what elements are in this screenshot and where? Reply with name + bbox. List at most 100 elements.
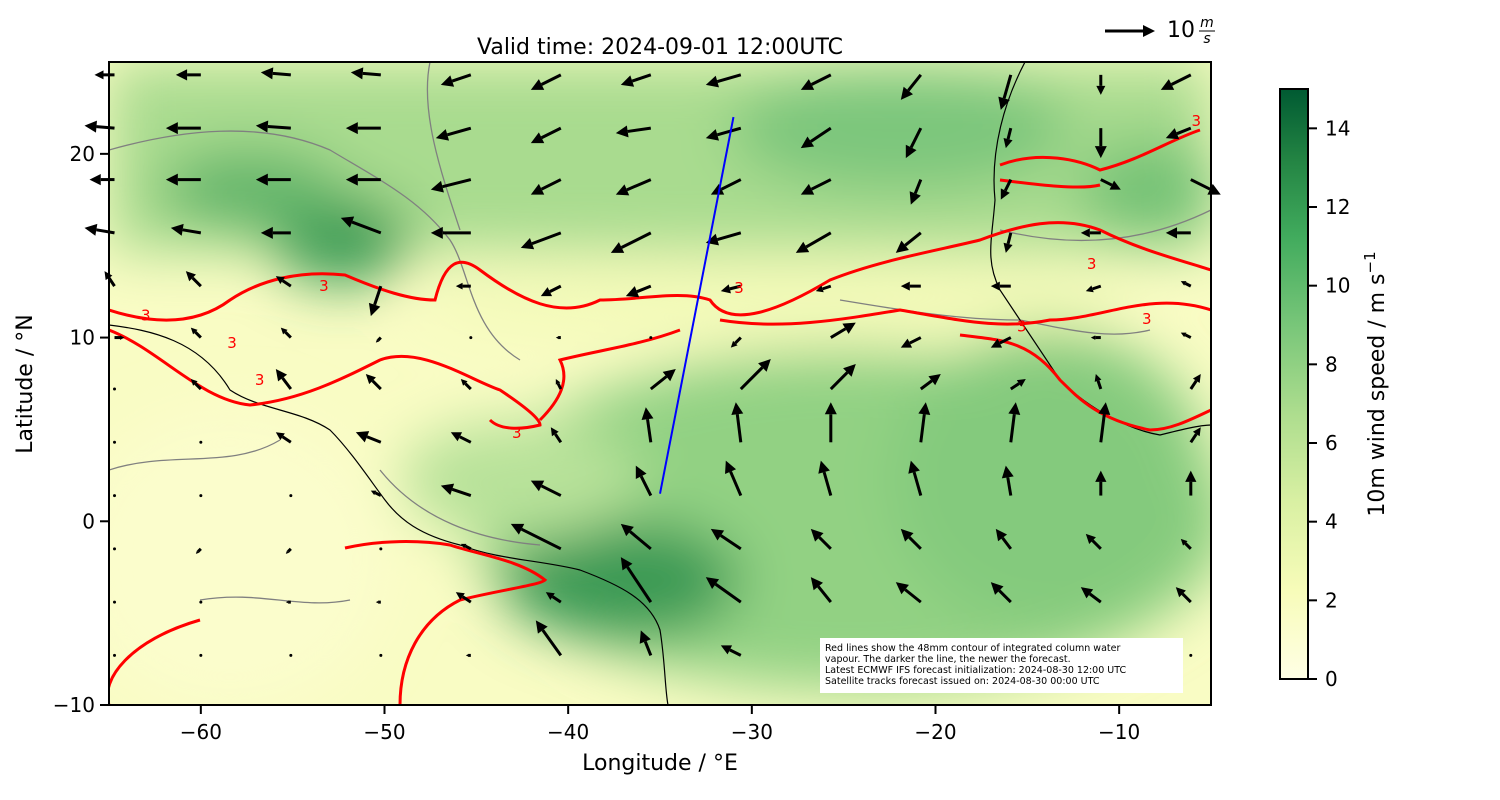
wind-arrow-head — [465, 654, 469, 657]
wind-arrow — [289, 494, 293, 498]
y-axis-label: Latitude / °N — [13, 314, 38, 453]
quiver-key-label: 10 — [1167, 18, 1195, 43]
wind-arrow-dot — [199, 600, 203, 604]
wind-arrow — [1165, 227, 1191, 239]
wind-arrow — [275, 369, 293, 390]
wind-arrow-dot — [113, 494, 117, 498]
wind-arrow-shaft — [540, 484, 562, 497]
wind-arrow — [195, 547, 202, 554]
wind-arrow-shaft — [1006, 127, 1013, 140]
wind-arrow-head — [555, 379, 561, 385]
wind-arrow — [990, 336, 1012, 348]
wind-arrow — [905, 127, 923, 159]
wind-arrow-shaft — [1088, 592, 1102, 604]
wind-arrow-shaft — [729, 284, 742, 291]
wind-arrow-shaft — [1189, 379, 1198, 390]
wind-arrow-head — [908, 460, 920, 474]
wind-arrow — [810, 528, 832, 550]
wind-arrow-shaft — [909, 336, 922, 345]
wind-arrow-shaft — [739, 366, 764, 391]
wind-arrow — [900, 528, 922, 550]
wind-arrow — [1085, 284, 1102, 293]
wind-arrow — [170, 223, 202, 236]
colorbar-tick-label: 14 — [1325, 116, 1350, 140]
wind-arrow — [635, 465, 653, 497]
wind-arrow-shaft — [464, 382, 472, 391]
wind-arrow-dot — [469, 336, 473, 340]
wind-arrow-head — [800, 136, 815, 149]
colorbar-tick-label: 2 — [1325, 588, 1338, 612]
wind-arrow — [1189, 427, 1201, 444]
contour-label: 3 — [1017, 318, 1027, 336]
wind-arrow-shaft — [442, 178, 472, 189]
wind-arrow-head — [725, 460, 737, 474]
wind-arrow — [113, 387, 117, 391]
wind-arrow — [620, 73, 652, 87]
wind-arrow — [1189, 653, 1193, 657]
quiver-key-unit-bottom: s — [1203, 31, 1210, 47]
wind-arrow-shaft — [1006, 232, 1013, 245]
wind-arrow — [89, 173, 115, 186]
wind-arrow-head — [165, 173, 178, 186]
wind-arrow-shaft — [830, 327, 847, 339]
wind-arrow-head — [540, 287, 553, 297]
wind-arrow-head — [1001, 465, 1014, 479]
wind-arrow — [84, 120, 115, 133]
wind-arrow-head — [705, 129, 719, 141]
wind-arrow — [990, 582, 1012, 604]
wind-arrow-shaft — [1170, 73, 1192, 86]
wind-arrow — [530, 73, 562, 90]
wind-arrow — [285, 600, 291, 604]
wind-arrow-shaft — [377, 336, 382, 342]
wind-arrow-dot — [289, 653, 293, 657]
wind-arrow — [824, 402, 837, 443]
wind-arrow-head — [705, 577, 720, 589]
wind-arrow — [1090, 335, 1101, 340]
wind-arrow — [520, 231, 562, 250]
wind-arrow-head — [641, 407, 654, 421]
x-tick-label: −30 — [731, 720, 773, 744]
wind-arrow — [705, 577, 742, 604]
wind-arrow-head — [1080, 228, 1090, 238]
colorbar-tick-label: 4 — [1325, 510, 1338, 534]
wind-arrow — [440, 483, 472, 497]
wind-arrow — [900, 281, 921, 291]
wind-arrow-head — [615, 125, 629, 138]
wind-arrow-head — [895, 582, 909, 595]
wind-arrow-head — [900, 338, 913, 348]
wind-arrow-shaft — [649, 375, 668, 391]
wind-arrow-shaft — [461, 595, 472, 604]
wind-arrow-shaft — [822, 471, 833, 496]
wind-arrow — [199, 600, 203, 604]
wind-arrow-shaft — [96, 125, 115, 130]
wind-arrow-head — [662, 369, 676, 382]
wind-arrow-shaft — [267, 124, 291, 130]
wind-arrow-head — [275, 276, 285, 285]
wind-arrow-shaft — [904, 588, 922, 604]
wind-arrow-head — [615, 184, 630, 196]
colorbar-tick-label: 10 — [1325, 274, 1350, 298]
wind-arrow-head — [1096, 85, 1106, 95]
wind-arrow-shaft — [907, 73, 922, 92]
wind-arrow — [1165, 126, 1192, 140]
wind-arrow-head — [450, 432, 463, 442]
wind-arrow — [285, 547, 292, 554]
wind-arrow — [530, 126, 562, 144]
wind-arrow — [440, 73, 472, 87]
wind-arrow — [919, 374, 941, 391]
colorbar-tick-label: 8 — [1325, 352, 1338, 376]
wind-arrow-head — [255, 173, 268, 186]
wind-arrow-head — [1160, 79, 1175, 90]
wind-arrow — [199, 440, 203, 444]
x-tick-label: −40 — [547, 720, 589, 744]
wind-arrow-shaft — [912, 471, 923, 496]
wind-arrow — [725, 460, 743, 497]
wind-arrow-shaft — [1099, 414, 1106, 443]
wind-arrow-head — [928, 374, 941, 386]
wind-arrow-shaft — [520, 527, 562, 551]
wind-arrow — [998, 74, 1013, 110]
wind-arrow — [1003, 127, 1013, 149]
wind-arrow — [255, 173, 291, 186]
contour-label: 3 — [512, 424, 522, 442]
wind-arrow-dot — [113, 600, 117, 604]
